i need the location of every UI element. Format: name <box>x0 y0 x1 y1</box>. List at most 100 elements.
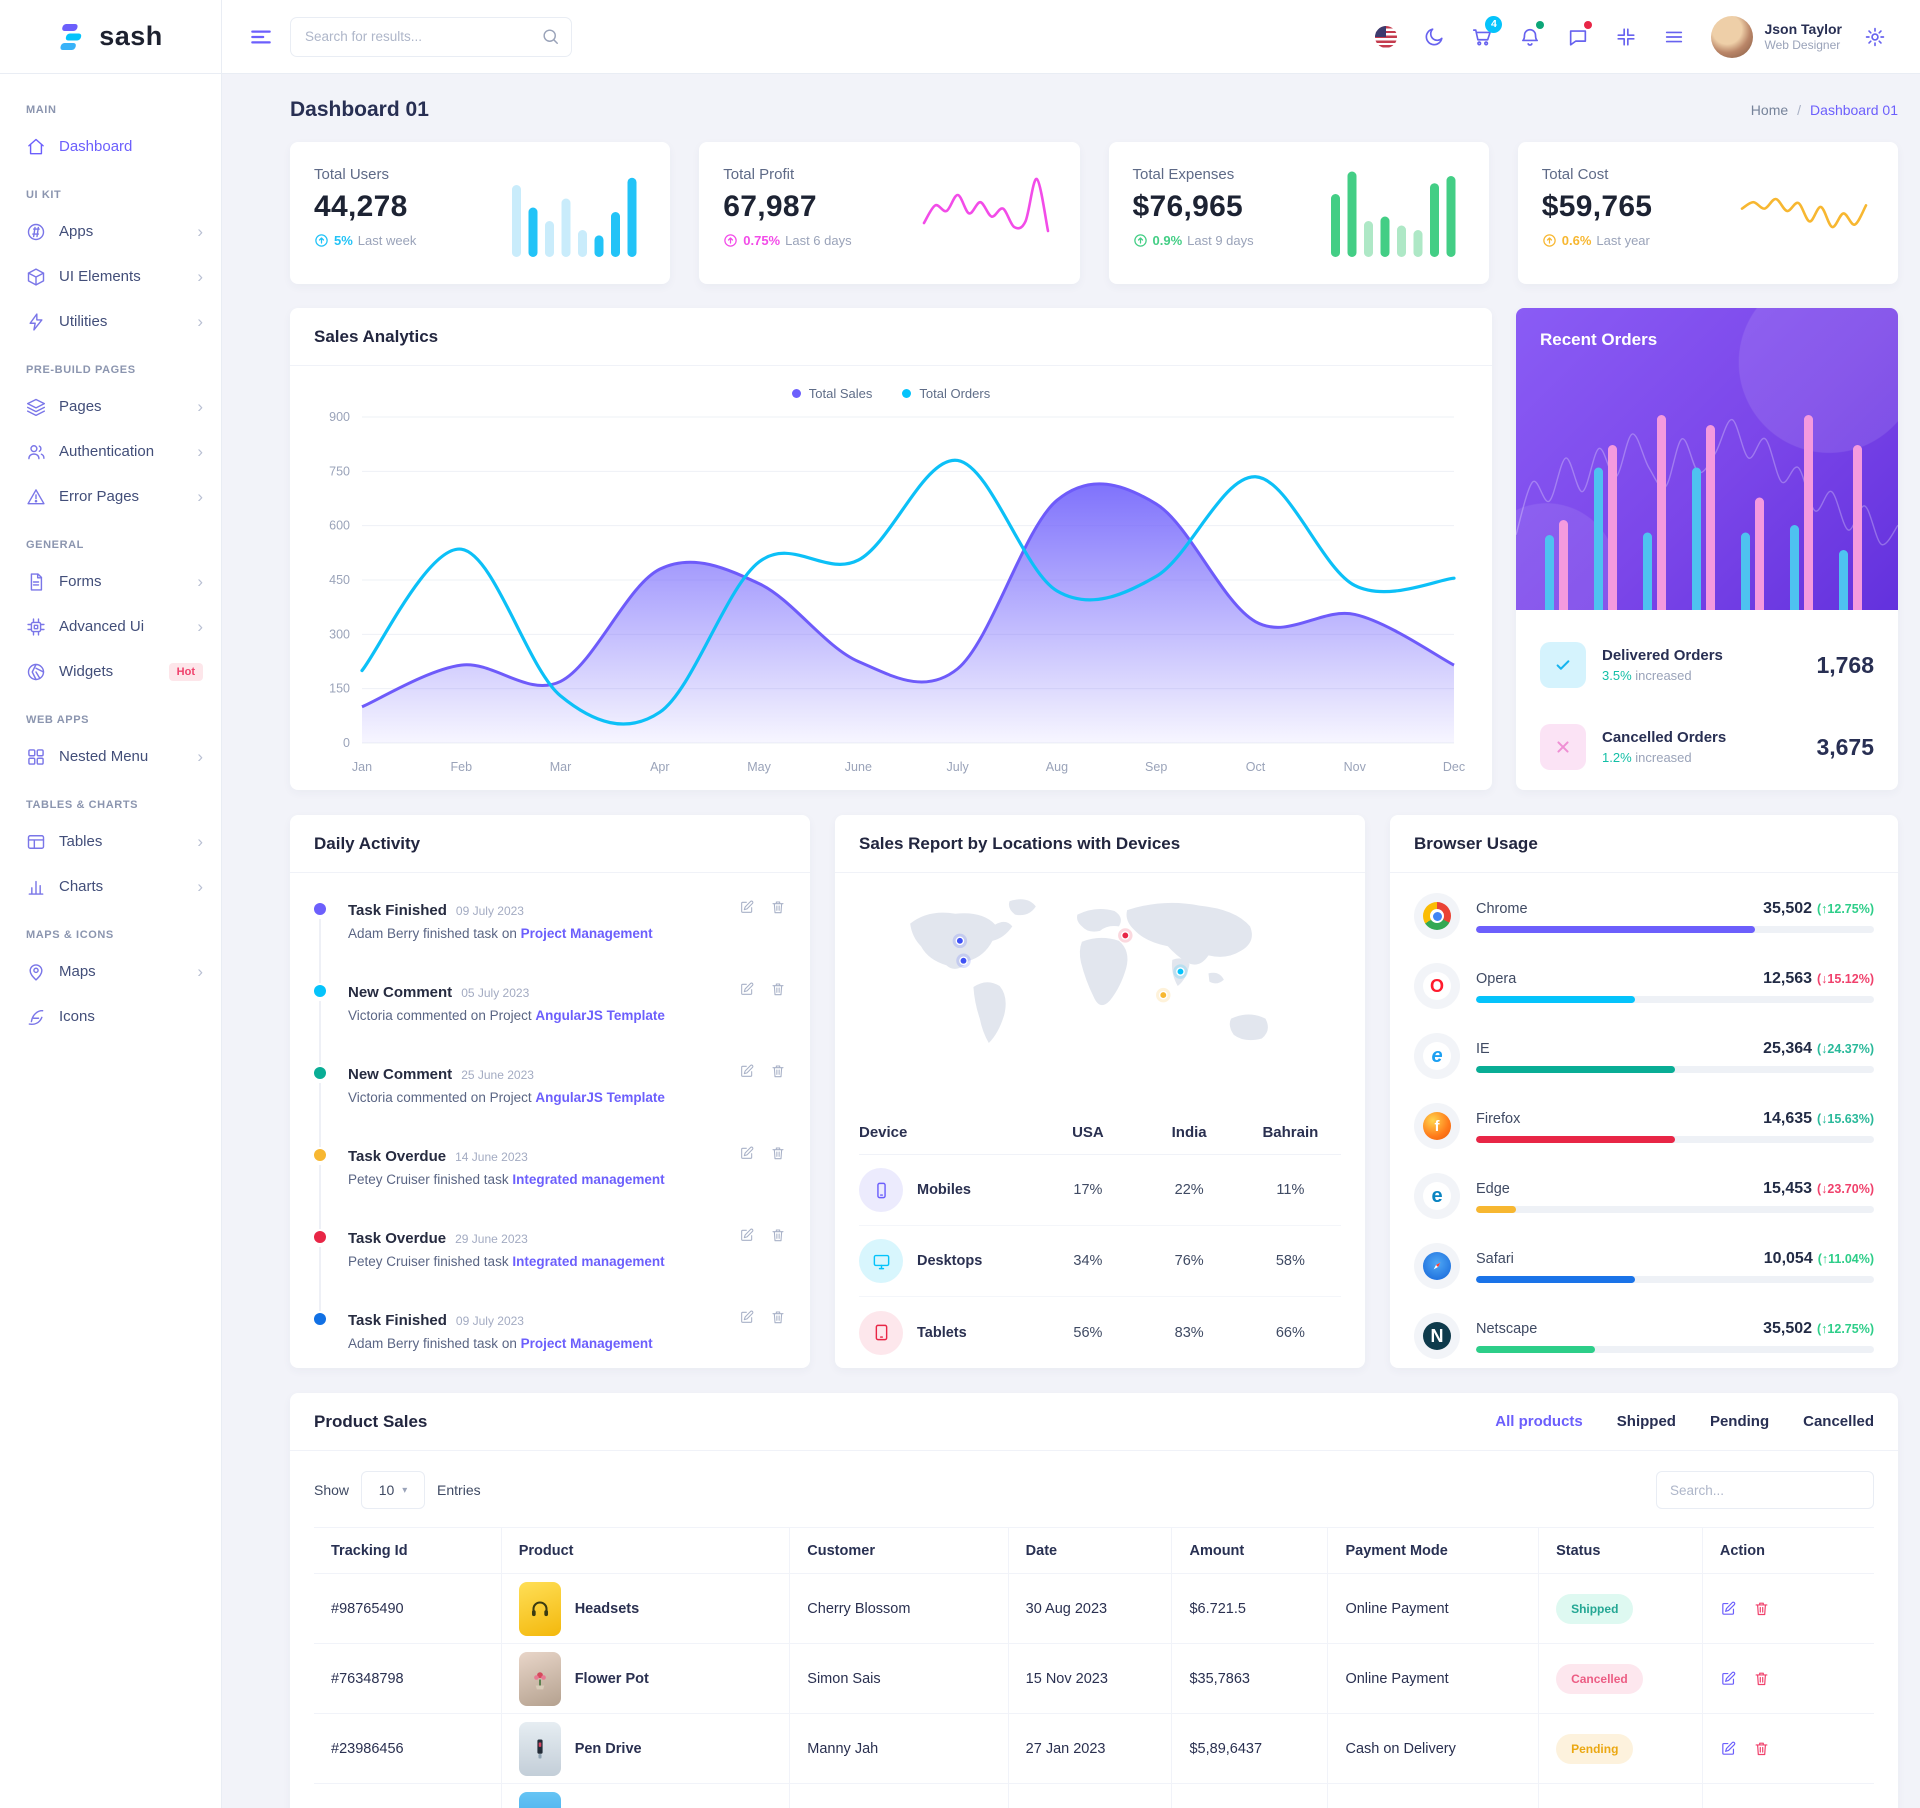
sidebar-item-ui-elements[interactable]: UI Elements › <box>0 254 221 299</box>
edit-icon[interactable] <box>1720 1600 1737 1617</box>
sidebar-item-widgets[interactable]: Widgets Hot <box>0 649 221 694</box>
sidebar-item-icons[interactable]: Icons <box>0 994 221 1039</box>
trash-icon[interactable] <box>770 1309 786 1325</box>
sidebar-item-tables[interactable]: Tables › <box>0 819 221 864</box>
product-sales-table: Tracking Id Product Customer Date Amount Paym… <box>314 1527 1874 1808</box>
entries-label: Entries <box>437 1482 481 1498</box>
cell-product: Flower Pot <box>501 1643 791 1714</box>
edit-icon[interactable] <box>1720 1740 1737 1757</box>
menu-lines-icon <box>1663 26 1685 48</box>
sidebar-item-charts[interactable]: Charts › <box>0 864 221 909</box>
cell-payment-mode <box>1327 1783 1540 1808</box>
svg-text:May: May <box>747 760 771 774</box>
edit-icon[interactable] <box>739 1063 755 1079</box>
activity-link[interactable]: AngularJS Template <box>535 1008 665 1023</box>
status-badge: Pending <box>1556 1733 1634 1764</box>
chevron-right-icon: › <box>197 267 203 286</box>
chevron-right-icon: › <box>197 962 203 981</box>
breadcrumb-home[interactable]: Home <box>1750 102 1789 118</box>
table-row: #76348798 Flower Pot Simon Sais 15 Nov 2… <box>314 1643 1874 1714</box>
utilities-icon <box>26 312 46 332</box>
sidebar-item-error-pages[interactable]: Error Pages › <box>0 474 221 519</box>
stat-card-total-expenses: Total Expenses $76,965 0.9% Last 9 days <box>1108 142 1489 284</box>
cell-action <box>1702 1573 1874 1644</box>
trash-icon[interactable] <box>770 1145 786 1161</box>
icons-icon <box>26 1007 46 1027</box>
tab-pending[interactable]: Pending <box>1709 1413 1770 1430</box>
edit-icon[interactable] <box>739 899 755 915</box>
sidebar-item-nested-menu[interactable]: Nested Menu › <box>0 734 221 779</box>
recent-orders-bars-chart <box>1516 415 1898 610</box>
sidebar-item-maps[interactable]: Maps › <box>0 949 221 994</box>
sidebar-item-pages[interactable]: Pages › <box>0 384 221 429</box>
trash-icon[interactable] <box>1753 1740 1770 1757</box>
sidebar-item-dashboard[interactable]: Dashboard <box>0 124 221 169</box>
svg-text:750: 750 <box>329 464 350 478</box>
user-menu[interactable]: Json Taylor Web Designer <box>1711 15 1842 58</box>
search-icon[interactable] <box>541 27 560 46</box>
column-header-payment-mode: Payment Mode <box>1327 1527 1540 1574</box>
activity-item: Task Finished 09 July 2023 Adam Berry fi… <box>314 885 786 983</box>
activity-item: Task Finished 09 July 2023 Adam Berry fi… <box>314 1295 786 1368</box>
check-icon <box>1540 642 1586 688</box>
trash-icon[interactable] <box>770 1063 786 1079</box>
tab-all-products[interactable]: All products <box>1495 1413 1583 1430</box>
cart-button[interactable]: 4 <box>1461 15 1503 58</box>
usage-bar <box>1476 1135 1874 1143</box>
notifications-button[interactable] <box>1509 16 1551 58</box>
svg-text:Sep: Sep <box>1145 760 1167 774</box>
edit-icon[interactable] <box>739 1309 755 1325</box>
sidebar-toggle-icon[interactable] <box>248 24 274 50</box>
stat-sparkline <box>920 167 1056 264</box>
svg-text:July: July <box>947 760 970 774</box>
sales-report-title: Sales Report by Locations with Devices <box>859 833 1181 853</box>
trash-icon[interactable] <box>770 899 786 915</box>
trash-icon[interactable] <box>770 981 786 997</box>
activity-link[interactable]: Integrated management <box>512 1172 665 1187</box>
sidebar-item-utilities[interactable]: Utilities › <box>0 299 221 344</box>
edit-icon[interactable] <box>739 1145 755 1161</box>
trash-icon[interactable] <box>770 1227 786 1243</box>
entries-select[interactable]: 10 ▾ <box>361 1471 426 1509</box>
recent-orders-card: Recent Orders Delivered Orders 3.5% incr… <box>1516 308 1898 790</box>
settings-button[interactable] <box>1854 16 1896 58</box>
svg-text:June: June <box>845 760 872 774</box>
chevron-right-icon: › <box>197 312 203 331</box>
activity-link[interactable]: Project Management <box>520 1336 653 1351</box>
language-flag-button[interactable] <box>1365 16 1407 58</box>
sidebar-item-authentication[interactable]: Authentication › <box>0 429 221 474</box>
cell-action <box>1702 1783 1874 1808</box>
fullscreen-toggle[interactable] <box>1605 16 1647 58</box>
edit-icon[interactable] <box>739 1227 755 1243</box>
right-sidebar-toggle[interactable] <box>1653 16 1695 58</box>
cell-payment-mode: Online Payment <box>1327 1643 1540 1714</box>
browser-usage-list: Chrome 35,502 (↑12.75%) O Opera 12,563 (… <box>1390 873 1898 1368</box>
table-search-input[interactable] <box>1656 1471 1874 1509</box>
tab-shipped[interactable]: Shipped <box>1616 1413 1676 1430</box>
activity-link[interactable]: Project Management <box>520 926 653 941</box>
sidebar-section-label: MAPS & ICONS <box>26 929 114 941</box>
stat-sparkline <box>1738 167 1874 264</box>
cell-amount <box>1171 1783 1329 1808</box>
edit-icon[interactable] <box>739 981 755 997</box>
product-image <box>518 1651 561 1706</box>
sidebar-item-advanced-ui[interactable]: Advanced Ui › <box>0 604 221 649</box>
trash-icon[interactable] <box>1753 1670 1770 1687</box>
stat-card-total-profit: Total Profit 67,987 0.75% Last 6 days <box>699 142 1080 284</box>
messages-button[interactable] <box>1557 16 1599 58</box>
activity-link[interactable]: Integrated management <box>512 1254 665 1269</box>
sidebar-item-forms[interactable]: Forms › <box>0 559 221 604</box>
svg-text:300: 300 <box>329 627 350 641</box>
brand-logo[interactable]: sash <box>0 0 221 74</box>
activity-link[interactable]: AngularJS Template <box>535 1090 665 1105</box>
browser-row-opera: O Opera 12,563 (↓15.12%) <box>1414 951 1874 1021</box>
tab-cancelled[interactable]: Cancelled <box>1803 1413 1874 1430</box>
sidebar-item-apps[interactable]: Apps › <box>0 209 221 254</box>
edit-icon[interactable] <box>1720 1670 1737 1687</box>
trash-icon[interactable] <box>1753 1600 1770 1617</box>
notification-dot <box>1536 20 1545 29</box>
delivered-orders-value: 1,768 <box>1816 651 1874 678</box>
main-content: Dashboard 01 Home / Dashboard 01 Total U… <box>222 74 1920 1808</box>
dark-mode-toggle[interactable] <box>1413 16 1455 58</box>
search-input[interactable] <box>290 16 572 57</box>
